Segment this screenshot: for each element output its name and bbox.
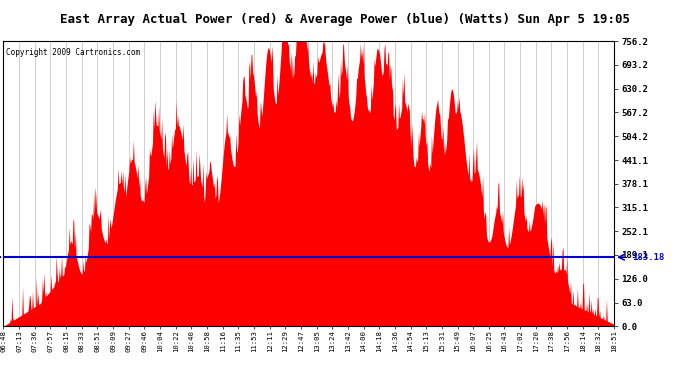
- Text: Copyright 2009 Cartronics.com: Copyright 2009 Cartronics.com: [6, 48, 140, 57]
- Text: East Array Actual Power (red) & Average Power (blue) (Watts) Sun Apr 5 19:05: East Array Actual Power (red) & Average …: [60, 13, 630, 26]
- Text: 183.18: 183.18: [633, 253, 664, 262]
